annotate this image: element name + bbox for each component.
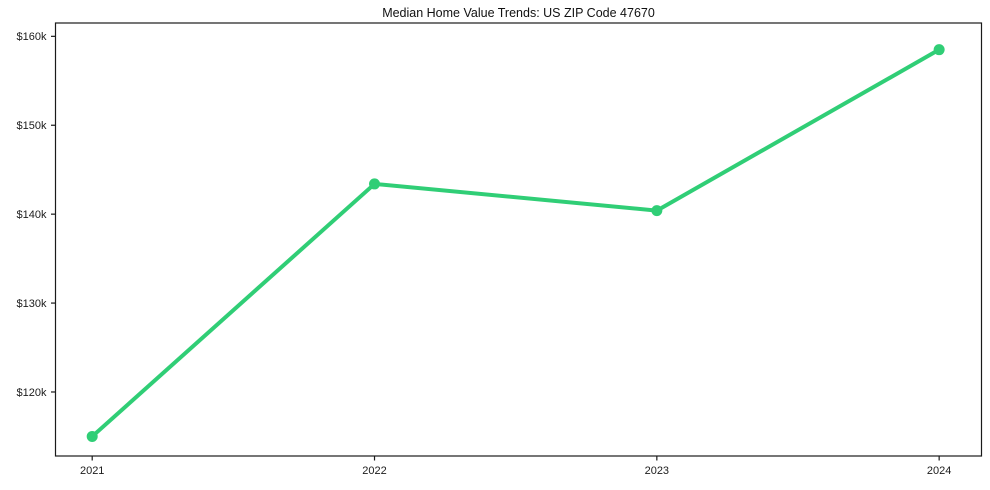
y-tick-label: $150k	[17, 120, 47, 132]
x-tick-label: 2023	[645, 465, 669, 477]
axis-ticks-layer: $120k $130k $140k $150k $160k 2021 2022 2023 202…	[17, 31, 952, 477]
x-tick-label: 2021	[80, 465, 104, 477]
plot-area	[55, 23, 982, 456]
plot-frame	[54, 22, 983, 457]
x-tick-label: 2024	[927, 465, 951, 477]
trend-line	[90, 47, 942, 439]
data-point-marker	[933, 44, 945, 56]
data-point-marker	[86, 430, 98, 442]
y-tick-label: $130k	[17, 298, 47, 310]
y-tick-label: $140k	[17, 209, 47, 221]
x-tick-label: 2022	[362, 465, 386, 477]
y-tick-label: $120k	[17, 387, 47, 399]
data-point-marker	[369, 178, 381, 190]
series-layer	[86, 44, 945, 442]
data-point-marker	[651, 205, 663, 217]
chart-title: Median Home Value Trends: US ZIP Code 47…	[382, 6, 655, 20]
y-tick-label: $160k	[17, 31, 47, 43]
